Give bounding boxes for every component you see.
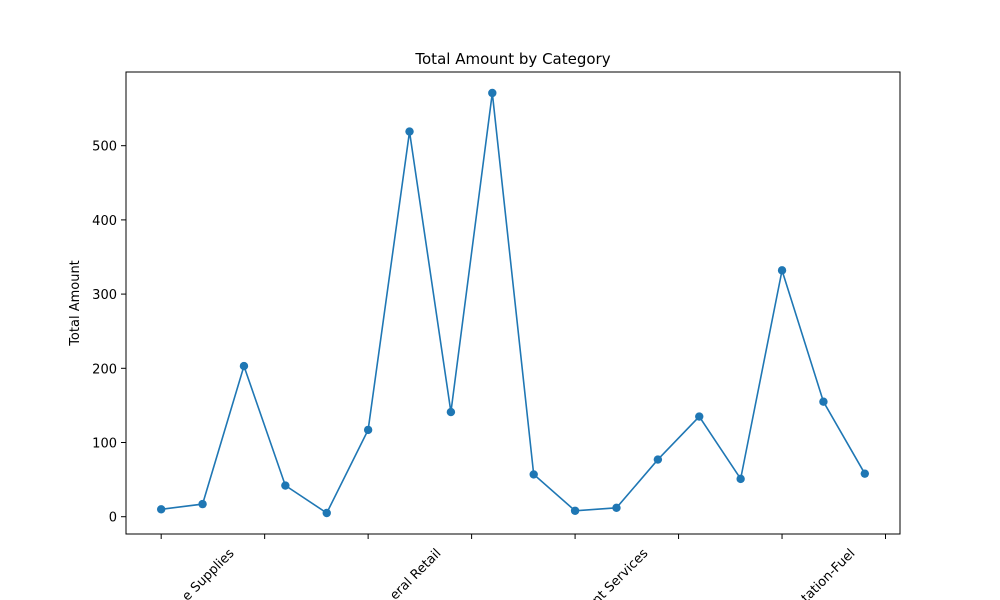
marker (405, 127, 414, 136)
marker (860, 469, 870, 478)
marker (363, 425, 373, 435)
marker (198, 499, 207, 509)
y-tick-label: 300 (92, 288, 117, 303)
marker (570, 506, 580, 515)
marker (446, 407, 456, 417)
marker (736, 474, 745, 484)
y-tick-label: 100 (92, 437, 117, 452)
marker (322, 508, 331, 518)
y-tick-label: 500 (92, 140, 117, 155)
marker (281, 481, 290, 490)
marker (488, 88, 497, 98)
marker (239, 361, 249, 371)
chart-title: Total Amount by Category (414, 50, 610, 68)
plot-frame (125, 71, 901, 535)
marker (819, 397, 828, 406)
y-tick-label: 400 (92, 214, 117, 229)
marker (529, 470, 538, 479)
y-tick-label: 0 (109, 511, 117, 526)
marker (777, 266, 787, 275)
line (161, 92, 866, 515)
y-axis-label: Total Amount (68, 260, 83, 347)
marker (695, 412, 704, 421)
marker (156, 505, 166, 514)
y-tick-label: 200 (92, 362, 117, 377)
marker (612, 503, 621, 513)
marker (653, 455, 663, 464)
